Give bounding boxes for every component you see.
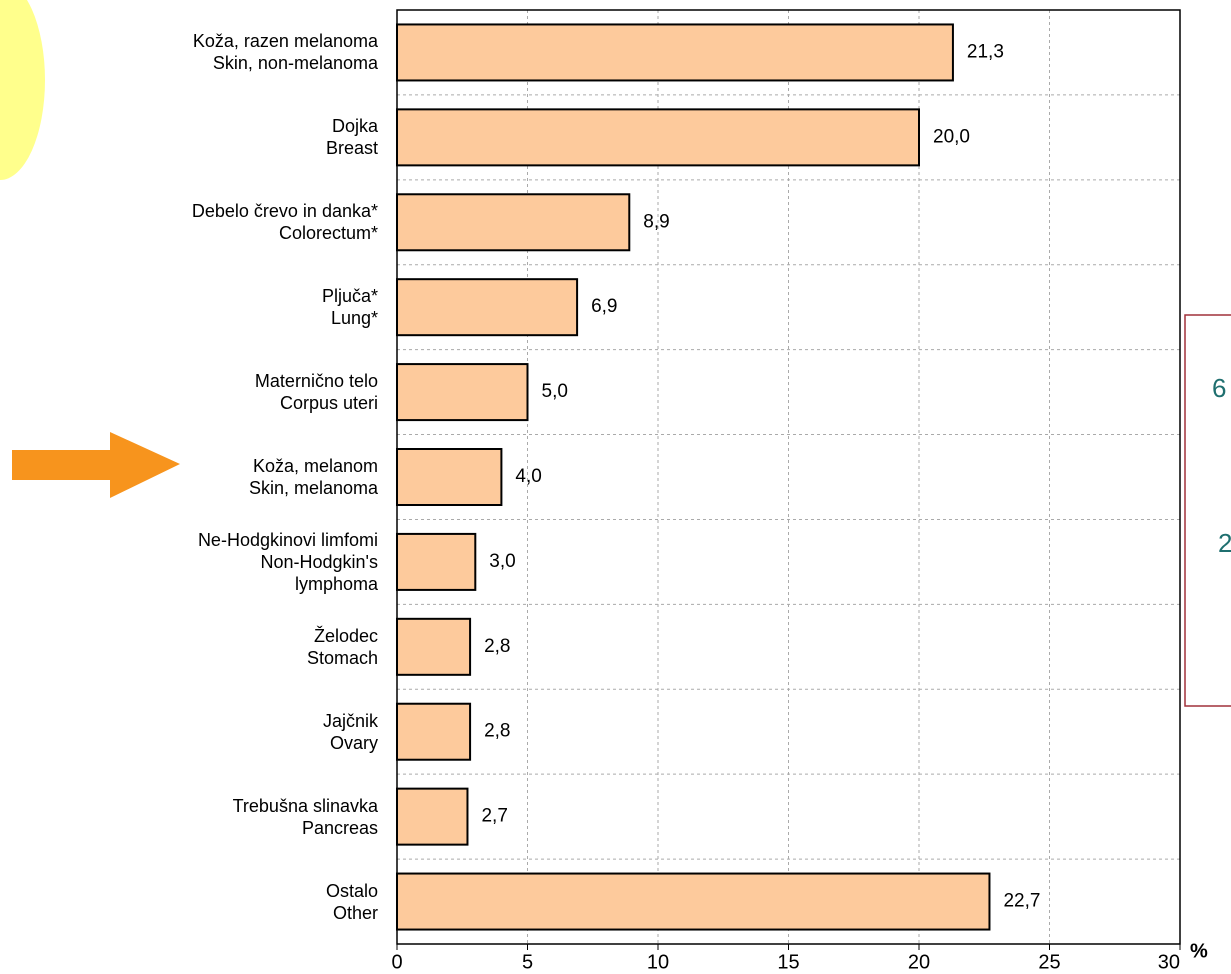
x-tick-label: 20 xyxy=(908,951,930,973)
side-box xyxy=(1184,314,1231,707)
category-label: Koža, melanom Skin, melanoma xyxy=(248,456,378,498)
value-label: 4,0 xyxy=(515,466,541,487)
value-label: 2,8 xyxy=(484,636,510,657)
bar xyxy=(396,23,954,82)
value-label: 20,0 xyxy=(933,126,970,147)
value-label: 2,7 xyxy=(481,806,507,827)
value-label: 3,0 xyxy=(489,551,515,572)
arrow xyxy=(12,432,180,498)
category-label: Maternično telo Corpus uteri xyxy=(254,371,378,414)
x-tick-label: 5 xyxy=(522,951,533,973)
bar xyxy=(396,278,579,337)
bar xyxy=(396,787,469,846)
plot-border xyxy=(396,9,1181,945)
category-label: Ne-Hodgkinovi limfomi Non-Hodgkin's lymp… xyxy=(197,529,378,594)
category-label: Trebušna slinavka Pancreas xyxy=(232,795,378,838)
bar xyxy=(396,702,472,761)
category-label: Želodec Stomach xyxy=(306,625,378,668)
category-label: Jajčnik Ovary xyxy=(322,710,378,753)
category-label: Pljuča* Lung* xyxy=(321,286,378,329)
x-tick-label: 0 xyxy=(391,951,402,973)
bar xyxy=(396,108,920,167)
decor-shape xyxy=(0,0,45,180)
x-tick-label: 10 xyxy=(647,951,669,973)
category-label: Dojka Breast xyxy=(325,116,378,159)
bar xyxy=(396,617,472,676)
category-label: Ostalo Other xyxy=(325,880,378,923)
bar xyxy=(396,448,503,506)
value-label: 8,9 xyxy=(643,211,669,232)
bar xyxy=(396,193,631,252)
x-tick-label: 25 xyxy=(1038,951,1060,973)
value-label: 21,3 xyxy=(967,41,1004,62)
x-axis-label: % xyxy=(1190,940,1208,962)
category-label: Koža, razen melanoma Skin, non-melanoma xyxy=(192,31,378,74)
bar xyxy=(396,872,991,931)
value-label: 22,7 xyxy=(1003,891,1040,912)
side-text: 6 xyxy=(1212,373,1226,403)
category-label: Debelo črevo in danka* Colorectum* xyxy=(191,201,378,244)
value-label: 5,0 xyxy=(542,381,568,402)
value-label: 6,9 xyxy=(591,296,617,317)
bar xyxy=(396,363,529,422)
bar xyxy=(396,532,477,591)
value-label: 2,8 xyxy=(484,721,510,742)
side-text: 2 xyxy=(1218,528,1231,558)
x-tick-label: 30 xyxy=(1158,951,1180,973)
x-tick-label: 15 xyxy=(777,951,799,973)
